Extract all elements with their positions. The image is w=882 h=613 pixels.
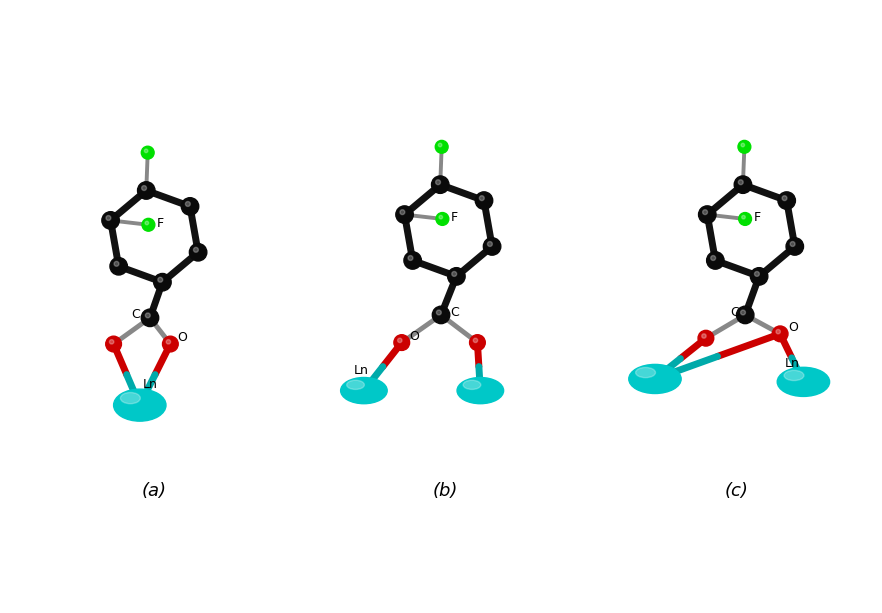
- Circle shape: [408, 256, 413, 261]
- Text: O: O: [409, 330, 419, 343]
- Circle shape: [166, 340, 170, 344]
- Circle shape: [101, 211, 119, 229]
- Text: C: C: [450, 305, 459, 319]
- Circle shape: [162, 336, 178, 352]
- Circle shape: [142, 218, 155, 231]
- Text: Ln: Ln: [785, 357, 800, 370]
- Circle shape: [475, 192, 493, 209]
- Text: C: C: [730, 305, 739, 319]
- Circle shape: [153, 273, 171, 291]
- Text: (b): (b): [433, 482, 458, 500]
- Circle shape: [751, 268, 768, 285]
- Circle shape: [734, 176, 751, 193]
- Ellipse shape: [777, 367, 830, 397]
- Circle shape: [141, 147, 154, 159]
- Circle shape: [778, 192, 796, 209]
- Circle shape: [782, 196, 787, 200]
- Circle shape: [739, 213, 751, 226]
- Circle shape: [185, 202, 191, 207]
- Circle shape: [158, 277, 162, 282]
- Circle shape: [776, 329, 781, 334]
- Ellipse shape: [629, 364, 681, 394]
- Ellipse shape: [784, 370, 804, 381]
- Circle shape: [702, 334, 706, 338]
- Circle shape: [469, 335, 485, 351]
- Circle shape: [396, 206, 414, 223]
- Circle shape: [488, 242, 492, 246]
- Circle shape: [439, 215, 443, 219]
- Circle shape: [404, 252, 422, 269]
- Circle shape: [432, 306, 450, 324]
- Circle shape: [703, 210, 707, 215]
- Circle shape: [141, 309, 159, 327]
- Circle shape: [193, 248, 198, 253]
- Circle shape: [437, 310, 441, 315]
- Circle shape: [190, 243, 207, 261]
- Circle shape: [400, 210, 405, 215]
- Circle shape: [138, 181, 155, 199]
- Circle shape: [448, 268, 465, 285]
- Circle shape: [109, 340, 114, 344]
- Circle shape: [741, 310, 745, 315]
- Circle shape: [711, 256, 715, 261]
- Ellipse shape: [114, 389, 166, 421]
- Circle shape: [436, 140, 448, 153]
- Text: O: O: [789, 321, 798, 334]
- Ellipse shape: [636, 367, 655, 378]
- Circle shape: [431, 176, 449, 193]
- Text: (a): (a): [142, 482, 167, 500]
- Text: F: F: [754, 211, 761, 224]
- Circle shape: [438, 143, 442, 147]
- Circle shape: [452, 272, 457, 276]
- Circle shape: [436, 180, 440, 185]
- Circle shape: [742, 215, 745, 219]
- Ellipse shape: [463, 380, 481, 389]
- Circle shape: [182, 197, 198, 215]
- Circle shape: [110, 257, 127, 275]
- Circle shape: [699, 206, 716, 223]
- Circle shape: [754, 272, 759, 276]
- Circle shape: [114, 261, 119, 266]
- Circle shape: [786, 238, 804, 255]
- Circle shape: [483, 238, 501, 255]
- Circle shape: [398, 338, 402, 343]
- Ellipse shape: [457, 378, 504, 404]
- Text: F: F: [451, 211, 458, 224]
- Circle shape: [394, 335, 409, 351]
- Text: (c): (c): [724, 482, 749, 500]
- Circle shape: [738, 140, 751, 153]
- Text: Ln: Ln: [354, 364, 369, 378]
- Circle shape: [480, 196, 484, 200]
- Circle shape: [146, 313, 150, 318]
- Ellipse shape: [340, 378, 387, 404]
- Circle shape: [436, 213, 449, 226]
- Circle shape: [698, 330, 714, 346]
- Circle shape: [145, 149, 148, 153]
- Circle shape: [738, 180, 744, 185]
- Text: O: O: [177, 331, 188, 344]
- Circle shape: [706, 252, 724, 269]
- Circle shape: [790, 242, 795, 246]
- Circle shape: [736, 306, 754, 324]
- Text: Ln: Ln: [143, 378, 157, 390]
- Circle shape: [145, 221, 149, 225]
- Ellipse shape: [347, 380, 364, 389]
- Circle shape: [106, 216, 111, 221]
- Circle shape: [773, 326, 788, 341]
- Ellipse shape: [121, 392, 140, 404]
- Text: C: C: [131, 308, 140, 321]
- Circle shape: [474, 338, 478, 343]
- Text: F: F: [157, 217, 164, 230]
- Circle shape: [741, 143, 744, 147]
- Circle shape: [106, 336, 122, 352]
- Circle shape: [142, 186, 146, 191]
